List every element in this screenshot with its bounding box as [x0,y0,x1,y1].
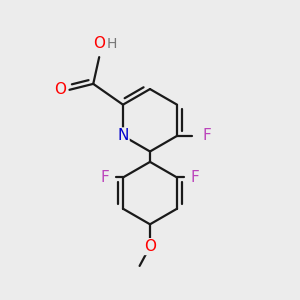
Text: F: F [101,170,110,185]
Text: F: F [190,170,199,185]
Text: N: N [117,128,129,143]
Text: F: F [202,128,211,143]
Text: O: O [54,82,66,97]
Text: O: O [93,36,105,51]
Text: O: O [144,239,156,254]
Text: H: H [106,37,117,51]
